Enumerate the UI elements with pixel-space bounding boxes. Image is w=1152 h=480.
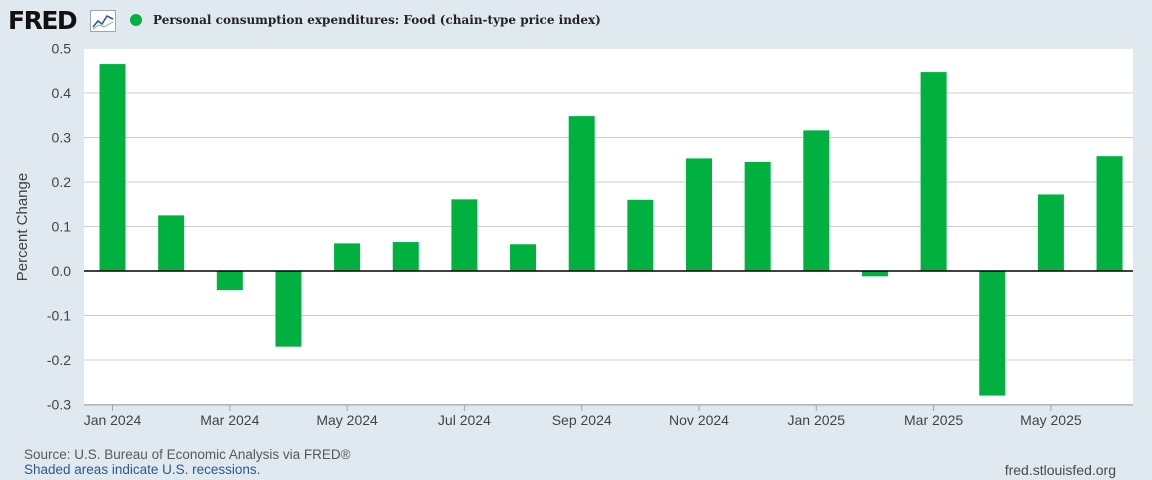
x-tick-label: Mar 2025 bbox=[904, 412, 963, 428]
bar-2024-02[interactable] bbox=[158, 215, 185, 271]
bar-2024-07[interactable] bbox=[451, 199, 478, 271]
bar-2025-04[interactable] bbox=[979, 271, 1006, 396]
legend-label: Personal consumption expenditures: Food … bbox=[153, 13, 601, 27]
y-tick-label: 0.5 bbox=[52, 41, 72, 57]
bar-2025-02[interactable] bbox=[861, 271, 888, 277]
x-axis-ticks: Jan 2024 Mar 2024 May 2024 Jul 2024 Sep 2024… bbox=[84, 405, 1082, 428]
bar-2025-05[interactable] bbox=[1037, 194, 1064, 271]
bar-2024-10[interactable] bbox=[627, 199, 654, 271]
y-axis-title: Percent Change bbox=[14, 173, 31, 281]
chart-line-icon bbox=[90, 10, 116, 32]
fred-logo[interactable]: FRED bbox=[8, 6, 78, 35]
x-tick-label: Sep 2024 bbox=[552, 412, 612, 428]
x-tick-label: Jan 2025 bbox=[787, 412, 845, 428]
y-tick-label: 0.2 bbox=[52, 174, 72, 190]
y-axis-ticks: 0.5 0.4 0.3 0.2 0.1 0.0 -0.1 -0.2 -0.3 bbox=[47, 41, 71, 413]
bar-2024-12[interactable] bbox=[744, 161, 771, 271]
bar-2024-01[interactable] bbox=[99, 64, 126, 271]
x-tick-label: Jan 2024 bbox=[84, 412, 142, 428]
bar-2025-06[interactable] bbox=[1096, 156, 1123, 271]
recession-note[interactable]: Shaded areas indicate U.S. recessions. bbox=[24, 462, 261, 477]
chart-header: FRED Personal consumption expenditures: … bbox=[0, 0, 1152, 40]
bar-2025-03[interactable] bbox=[920, 72, 947, 272]
y-tick-label: 0.1 bbox=[52, 219, 72, 235]
x-tick-label: Nov 2024 bbox=[669, 412, 729, 428]
y-tick-label: -0.1 bbox=[47, 308, 71, 324]
fred-url[interactable]: fred.stlouisfed.org bbox=[1004, 462, 1116, 478]
x-tick-label: Jul 2024 bbox=[438, 412, 491, 428]
y-tick-label: -0.2 bbox=[47, 352, 71, 368]
y-tick-label: 0.0 bbox=[52, 263, 72, 279]
bar-2024-04[interactable] bbox=[275, 271, 302, 347]
bars bbox=[99, 64, 1123, 396]
bar-2024-08[interactable] bbox=[510, 244, 537, 271]
x-tick-label: May 2024 bbox=[316, 412, 378, 428]
bar-2025-01[interactable] bbox=[803, 130, 830, 271]
y-tick-label: 0.4 bbox=[52, 85, 72, 101]
bar-2024-03[interactable] bbox=[216, 271, 243, 291]
bar-2024-09[interactable] bbox=[568, 116, 595, 271]
bar-2024-05[interactable] bbox=[334, 243, 361, 271]
y-tick-label: -0.3 bbox=[47, 397, 71, 413]
x-tick-label: Mar 2024 bbox=[200, 412, 259, 428]
source-note: Source: U.S. Bureau of Economic Analysis… bbox=[24, 447, 351, 462]
y-tick-label: 0.3 bbox=[52, 130, 72, 146]
legend-marker bbox=[130, 14, 142, 26]
bar-2024-06[interactable] bbox=[392, 242, 419, 271]
x-tick-label: May 2025 bbox=[1020, 412, 1082, 428]
bar-2024-11[interactable] bbox=[686, 158, 712, 271]
